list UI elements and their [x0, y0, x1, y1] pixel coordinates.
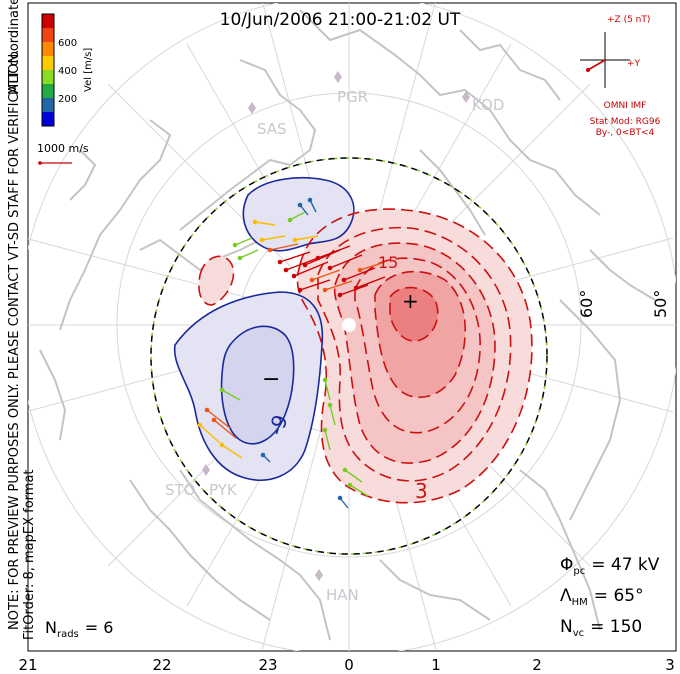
mlt-tick-3: 3	[665, 656, 675, 674]
nrads-subscript: rads	[57, 629, 79, 640]
preview-note: NOTE: FOR PREVIEW PURPOSES ONLY. PLEASE …	[7, 50, 22, 630]
station-label-sto: STO	[165, 481, 196, 499]
coordinate-system-label: MLT coordinates	[7, 0, 22, 95]
vector-group-green	[219, 211, 369, 497]
colorbar-tick-200: 200	[58, 94, 77, 105]
lat-label-60: 60°	[577, 290, 596, 318]
station-label-pgr: PGR	[337, 88, 368, 106]
positive-contours	[198, 208, 533, 504]
mlt-tick-22: 22	[152, 656, 171, 674]
nrads-value: = 6	[85, 618, 114, 637]
lat-label-50: 50°	[651, 290, 670, 318]
stat-model-condition: By-, 0<BT<4	[596, 128, 655, 138]
station-label-pyk: PYK	[209, 481, 238, 499]
imf-y-label: +Y	[627, 59, 641, 69]
positive-cell-small	[198, 256, 234, 305]
negative-contours	[173, 177, 355, 481]
lambda-hm-stat: ΛHM = 65°	[560, 586, 644, 608]
vector-scale-dot	[38, 161, 42, 165]
potential-cells	[174, 177, 532, 503]
mlt-tick-21: 21	[18, 656, 37, 674]
stat-model-label: Stat Mod: RG96	[590, 117, 661, 127]
colorbar-swatch	[42, 14, 54, 28]
nrads-stat: Nrads = 6	[45, 618, 113, 640]
colorbar-swatch	[42, 98, 54, 112]
vector-scale: 1000 m/s	[37, 142, 89, 165]
imf-vector	[587, 59, 606, 71]
velocity-colorbar: 600 400 200 Vel [m/s]	[41, 13, 94, 127]
colorbar-swatch	[42, 70, 54, 84]
lambda-hm-symbol: Λ	[560, 586, 572, 606]
contour-label-positive: 3	[415, 479, 428, 503]
nrads-symbol: N	[45, 618, 57, 637]
mlt-axis: 21 22 23 0 1 2 3	[18, 656, 674, 674]
nvc-subscript: vc	[573, 628, 584, 639]
imf-panel: +Z (5 nT) +Y OMNI IMF Stat Mod: RG96 By-…	[580, 15, 661, 138]
station-label-kod: KOD	[472, 96, 504, 114]
mlt-tick-1: 1	[431, 656, 441, 674]
station-marker	[334, 71, 342, 83]
nvc-symbol: N	[560, 617, 573, 637]
colorbar-tick-600: 600	[58, 38, 77, 49]
imf-source: OMNI IMF	[604, 101, 647, 111]
velocity-vectors	[197, 197, 386, 509]
imf-z-label: +Z (5 nT)	[607, 15, 650, 25]
fit-order-note: FitOrder: 8, mapEX format	[22, 469, 37, 640]
lambda-hm-value: = 65°	[594, 586, 644, 606]
vector-group-fast	[277, 245, 386, 298]
potential-max-marker: +	[402, 289, 419, 313]
station-marker	[248, 102, 256, 114]
negative-cell-inner	[221, 326, 294, 444]
station-label-han: HAN	[326, 586, 359, 604]
colorbar-label: Vel [m/s]	[83, 48, 94, 92]
vector-group-yellow	[197, 219, 319, 459]
colorbar-swatch	[42, 56, 54, 70]
vector-group-slow	[260, 197, 349, 509]
nvc-value: = 150	[590, 617, 642, 637]
colorbar-swatch	[42, 28, 54, 42]
hm-boundary-vectors	[150, 157, 548, 555]
mlt-tick-23: 23	[258, 656, 277, 674]
lambda-hm-subscript: HM	[572, 597, 588, 608]
station-label-sas: SAS	[257, 120, 287, 138]
potential-min-marker: −	[262, 367, 280, 392]
vector-group-mid	[204, 243, 386, 439]
vector-scale-label: 1000 m/s	[37, 142, 89, 155]
phi-pc-stat: Φpc = 47 kV	[560, 555, 660, 577]
station-markers	[202, 71, 470, 581]
negative-cell-small	[243, 177, 354, 251]
fit-statistics: Φpc = 47 kV ΛHM = 65° Nvc = 150 Nrads = 6	[45, 555, 660, 640]
colorbar-swatch	[42, 42, 54, 56]
nvc-stat: Nvc = 150	[560, 617, 642, 639]
mlt-tick-2: 2	[532, 656, 542, 674]
pole-marker	[342, 318, 356, 332]
colorbar-tick-400: 400	[58, 66, 77, 77]
imf-vector-tip	[586, 68, 590, 72]
phi-pc-symbol: Φ	[560, 555, 573, 575]
station-marker	[315, 569, 323, 581]
phi-pc-subscript: pc	[573, 566, 585, 577]
contour-label-positive-inner: 15	[378, 253, 398, 272]
mlt-tick-0: 0	[344, 656, 354, 674]
station-marker	[462, 91, 470, 103]
page-title: 10/Jun/2006 21:00-21:02 UT	[220, 10, 461, 30]
coastlines	[39, 9, 656, 641]
colorbar-swatch	[42, 112, 54, 126]
phi-pc-value: = 47 kV	[591, 555, 660, 575]
colorbar-swatch	[42, 84, 54, 98]
positive-cell-core	[390, 287, 438, 341]
colorbar-outline	[41, 13, 55, 127]
station-labels: PGR KOD SAS STO PYK HAN	[165, 88, 504, 604]
station-marker	[202, 464, 210, 476]
